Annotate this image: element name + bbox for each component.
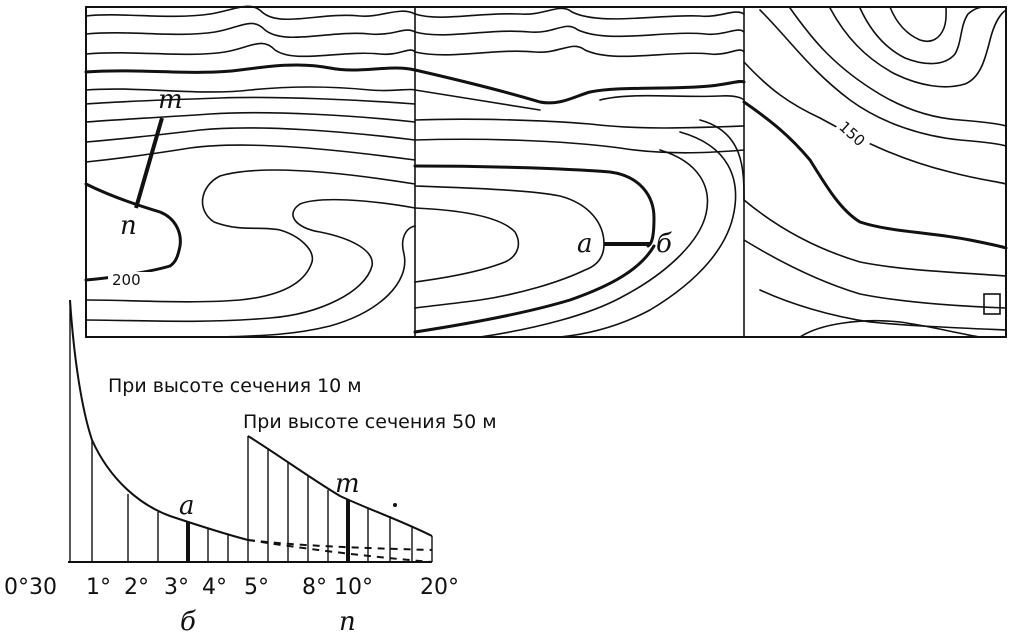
point-label-m: m — [158, 85, 183, 115]
point-label-b: б — [656, 229, 672, 259]
stray-dot — [393, 503, 397, 507]
building-symbol — [983, 293, 1001, 315]
caption-10m: При высоте сечения 10 м — [108, 375, 362, 397]
label-backdrop-200 — [108, 272, 152, 288]
tick-label-0-30: 0°30 — [4, 575, 57, 600]
contour-label-200: 200 — [112, 271, 141, 289]
contour-map: 200 150 m n a б — [84, 5, 1008, 338]
scale-label-n: n — [339, 607, 356, 637]
point-label-n: n — [120, 211, 137, 241]
tick-label-1: 1° — [86, 575, 111, 600]
curve-50m-dashed — [247, 539, 433, 563]
tick-label-10: 10° — [334, 575, 373, 600]
curve-50m — [247, 435, 433, 537]
tick-label-8: 8° — [302, 575, 327, 600]
scale-label-m: m — [335, 469, 360, 499]
tick-label-4: 4° — [202, 575, 227, 600]
label-backdrop-150 — [833, 116, 873, 154]
laying-scale: При высоте сечения 10 м При высоте сечен… — [4, 299, 497, 637]
tick-label-3: 3° — [164, 575, 189, 600]
caption-50m: При высоте сечения 50 м — [243, 411, 497, 433]
tick-label-20: 20° — [420, 575, 459, 600]
point-label-a: a — [577, 229, 593, 259]
segment-m-n — [134, 117, 164, 209]
scale-label-b: б — [180, 607, 196, 637]
map-frame — [85, 6, 1007, 338]
scale-label-a: a — [179, 491, 195, 521]
tick-label-5: 5° — [244, 575, 269, 600]
tick-label-2: 2° — [124, 575, 149, 600]
